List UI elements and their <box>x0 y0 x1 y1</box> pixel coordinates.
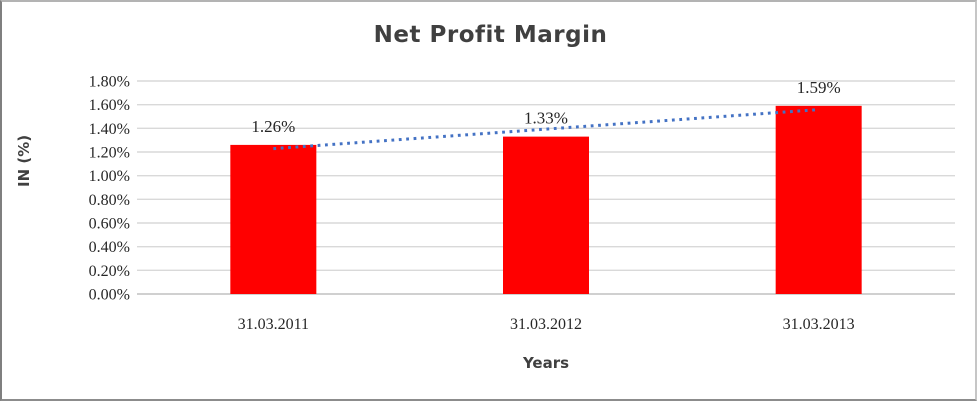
x-axis-title: Years <box>522 354 570 372</box>
bar-data-label: 1.26% <box>251 117 295 136</box>
category-label: 31.03.2012 <box>510 316 582 333</box>
category-label: 31.03.2011 <box>238 316 309 333</box>
category-label: 31.03.2013 <box>783 316 855 333</box>
y-axis-tick-label: 0.60% <box>89 216 130 233</box>
bar[interactable] <box>503 136 589 294</box>
y-axis-tick-label: 1.80% <box>89 74 130 91</box>
y-axis-tick-label: 0.40% <box>89 239 130 256</box>
y-axis-tick-label: 0.00% <box>89 287 130 304</box>
y-axis-tick-label: 1.00% <box>89 168 130 185</box>
bar[interactable] <box>775 105 862 294</box>
y-axis-tick-label: 0.80% <box>89 192 130 209</box>
y-axis-tick-label: 1.60% <box>89 97 130 114</box>
y-axis-tick-label: 0.20% <box>89 263 130 280</box>
bar-data-label: 1.59% <box>797 78 841 97</box>
bar[interactable] <box>230 144 317 294</box>
y-axis-tick-label: 1.40% <box>89 121 130 138</box>
bar-data-label: 1.33% <box>524 109 568 128</box>
y-axis-tick-label: 1.20% <box>89 145 130 162</box>
trendline[interactable] <box>273 108 819 151</box>
chart-title: Net Profit Margin <box>373 22 608 48</box>
